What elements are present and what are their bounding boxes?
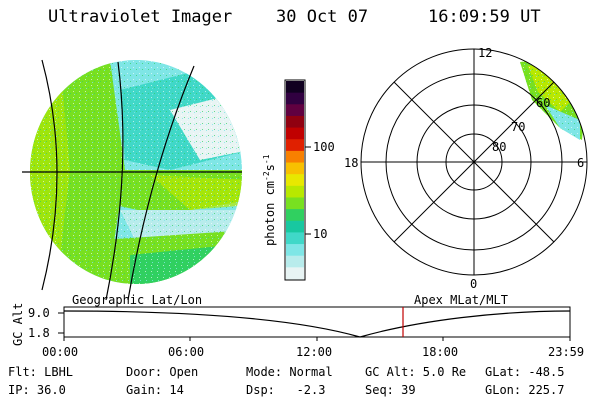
colorbar-label-100: 100: [313, 140, 335, 154]
colorbar-segment: [286, 174, 304, 187]
geographic-image: [30, 60, 242, 284]
colorbar-segment: [286, 244, 304, 257]
mlt-label-18: 18: [344, 156, 359, 170]
colorbar-segment: [286, 209, 304, 222]
mode-readout: Mode: Normal: [246, 365, 333, 379]
colorbar-segment: [286, 162, 304, 175]
colorbar-segment: [286, 92, 304, 105]
colorbar-segment: [286, 139, 304, 152]
timeline-ytick-1.8: 1.8: [28, 326, 50, 340]
timeline-xtick-1200: 12:00: [296, 345, 333, 359]
colorbar-label-10: 10: [313, 227, 328, 241]
image-date: 30 Oct 07: [276, 7, 369, 27]
lat-label-70: 70: [511, 120, 526, 134]
colorbar-segment: [286, 267, 304, 280]
ip-readout: IP: 36.0: [8, 383, 66, 397]
lat-label-80: 80: [492, 140, 507, 154]
glat-readout: GLat: -48.5: [485, 365, 565, 379]
seq-readout: Seq: 39: [365, 383, 416, 397]
lat-label-60: 60: [536, 96, 551, 110]
timeline-xtick-1800: 18:00: [422, 345, 459, 359]
timeline-xtick-0600: 06:00: [168, 345, 205, 359]
gain-readout: Gain: 14: [126, 383, 184, 397]
filter-readout: Flt: LBHL: [8, 365, 74, 379]
colorbar-segment: [286, 104, 304, 117]
mlt-label-0: 0: [470, 277, 478, 291]
mlt-label-12: 12: [478, 46, 493, 60]
timeline-ytick-9: 9.0: [28, 306, 50, 320]
colorbar: [284, 79, 311, 281]
colorbar-segment: [286, 150, 304, 164]
timeline-axis-label: GC Alt: [11, 302, 25, 346]
polar-plot: [360, 48, 588, 276]
colorbar-segment: [286, 255, 304, 268]
instrument-title: Ultraviolet Imager: [48, 7, 233, 27]
mlt-label-6: 6: [577, 156, 585, 170]
gc-alt-readout: GC Alt: 5.0 Re: [365, 365, 467, 379]
timeline-xtick-2359: 23:59: [548, 345, 585, 359]
geographic-label: Geographic Lat/Lon: [72, 293, 203, 307]
image-time: 16:09:59 UT: [428, 7, 541, 27]
dsp-readout: Dsp: -2.3: [246, 383, 326, 397]
colorbar-segment: [286, 127, 304, 140]
door-readout: Door: Open: [126, 365, 199, 379]
apex-label: Apex MLat/MLT: [414, 293, 508, 307]
colorbar-segment: [286, 232, 304, 245]
colorbar-segment: [286, 220, 304, 233]
colorbar-segment: [286, 197, 304, 210]
glon-readout: GLon: 225.7: [485, 383, 565, 397]
geographic-grid: [22, 59, 242, 301]
colorbar-segment: [286, 81, 304, 94]
timeline-panel: [58, 306, 571, 341]
colorbar-segment: [286, 185, 304, 198]
timeline-xtick-0000: 00:00: [42, 345, 79, 359]
colorbar-segment: [286, 115, 304, 129]
colorbar-unit-label: photon cm-2s-1: [262, 154, 277, 246]
